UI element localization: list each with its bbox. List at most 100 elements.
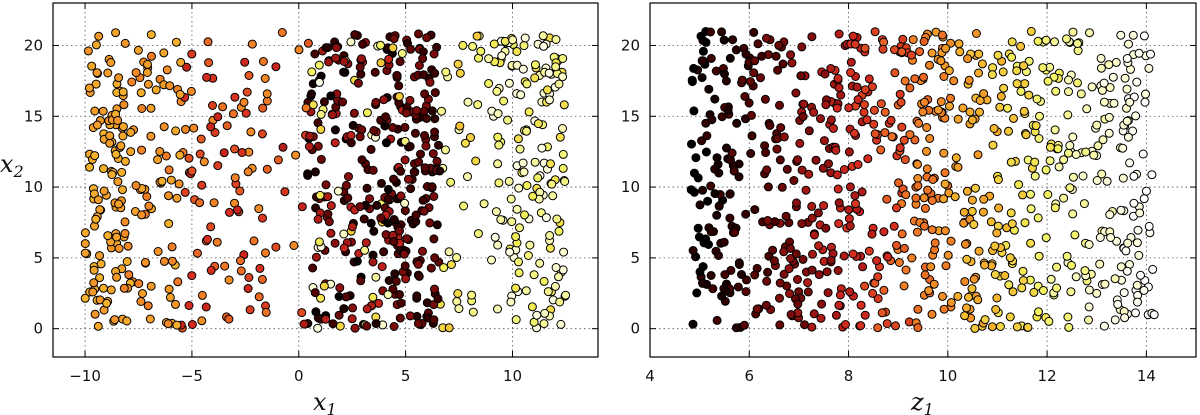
data-point (1034, 134, 1044, 143)
data-point (529, 270, 539, 280)
data-point (836, 90, 846, 100)
data-point (1043, 190, 1053, 199)
data-point (349, 108, 359, 118)
data-point (927, 309, 937, 319)
data-point (936, 97, 946, 107)
data-point (434, 140, 443, 150)
data-point (390, 269, 400, 279)
data-point (898, 34, 908, 44)
data-point (522, 181, 532, 190)
data-point (1005, 253, 1015, 263)
data-point (143, 59, 152, 69)
data-point (894, 178, 903, 188)
data-point (803, 278, 813, 288)
data-point (106, 285, 116, 295)
data-point (537, 143, 547, 153)
data-point (294, 45, 304, 55)
data-point (967, 206, 977, 216)
data-point (95, 251, 104, 261)
data-point (224, 275, 234, 285)
data-point (137, 104, 147, 113)
data-point (339, 229, 349, 239)
data-point (395, 290, 404, 299)
data-point (143, 79, 153, 89)
data-point (388, 123, 398, 132)
data-point (362, 304, 372, 314)
data-point (316, 109, 326, 119)
data-point (466, 133, 475, 142)
data-point (556, 319, 566, 329)
data-point (324, 57, 334, 67)
data-point (710, 94, 720, 104)
data-point (430, 68, 440, 78)
data-point (532, 310, 542, 320)
data-point (118, 185, 127, 195)
data-point (120, 217, 130, 227)
data-point (1110, 274, 1120, 284)
data-point (159, 48, 169, 58)
data-point (848, 249, 858, 259)
data-point (771, 51, 781, 61)
data-point (1068, 132, 1078, 142)
data-point (936, 56, 946, 66)
data-point (752, 304, 762, 314)
data-point (111, 28, 121, 38)
data-point (1078, 171, 1088, 181)
data-point (341, 292, 351, 302)
data-point (1007, 52, 1017, 62)
data-point (460, 138, 470, 148)
data-point (224, 314, 234, 324)
data-point (171, 126, 181, 136)
data-point (1100, 279, 1110, 289)
data-point (305, 131, 315, 141)
data-point (321, 180, 331, 190)
data-point (1018, 190, 1028, 200)
data-point (1108, 72, 1118, 82)
data-point (1099, 78, 1109, 88)
data-point (209, 198, 219, 208)
data-point (951, 153, 961, 163)
data-point (1020, 79, 1030, 89)
data-point (1016, 86, 1026, 96)
data-point (891, 321, 900, 331)
data-point (712, 315, 722, 325)
data-point (809, 107, 819, 117)
data-point (744, 98, 754, 108)
data-point (717, 112, 727, 122)
data-point (1134, 250, 1144, 260)
x-tick-label: 10 (938, 367, 957, 385)
data-point (1008, 287, 1018, 297)
data-point (914, 118, 924, 128)
data-point (858, 262, 868, 272)
data-point (1044, 316, 1054, 326)
data-point (834, 83, 844, 93)
data-point (558, 163, 568, 173)
data-point (1050, 125, 1060, 135)
data-point (136, 88, 146, 98)
data-point (432, 220, 442, 230)
data-point (441, 145, 450, 155)
data-point (90, 309, 100, 319)
data-point (459, 201, 469, 211)
data-point (350, 30, 360, 40)
data-point (430, 253, 440, 263)
data-point (343, 193, 353, 203)
data-point (545, 243, 555, 253)
data-point (550, 281, 560, 291)
data-point (153, 247, 163, 256)
data-point (920, 203, 930, 213)
data-point (1026, 204, 1036, 214)
data-point (491, 207, 501, 217)
data-point (331, 53, 341, 63)
data-point (357, 54, 366, 64)
data-point (261, 248, 270, 258)
data-point (746, 149, 756, 158)
data-point (927, 196, 937, 205)
y-tick-label: 15 (621, 107, 640, 125)
data-point (964, 75, 974, 85)
data-point (1125, 97, 1135, 107)
data-point (521, 286, 531, 296)
data-point (779, 269, 789, 279)
data-point (1059, 193, 1069, 203)
data-point (371, 319, 381, 329)
